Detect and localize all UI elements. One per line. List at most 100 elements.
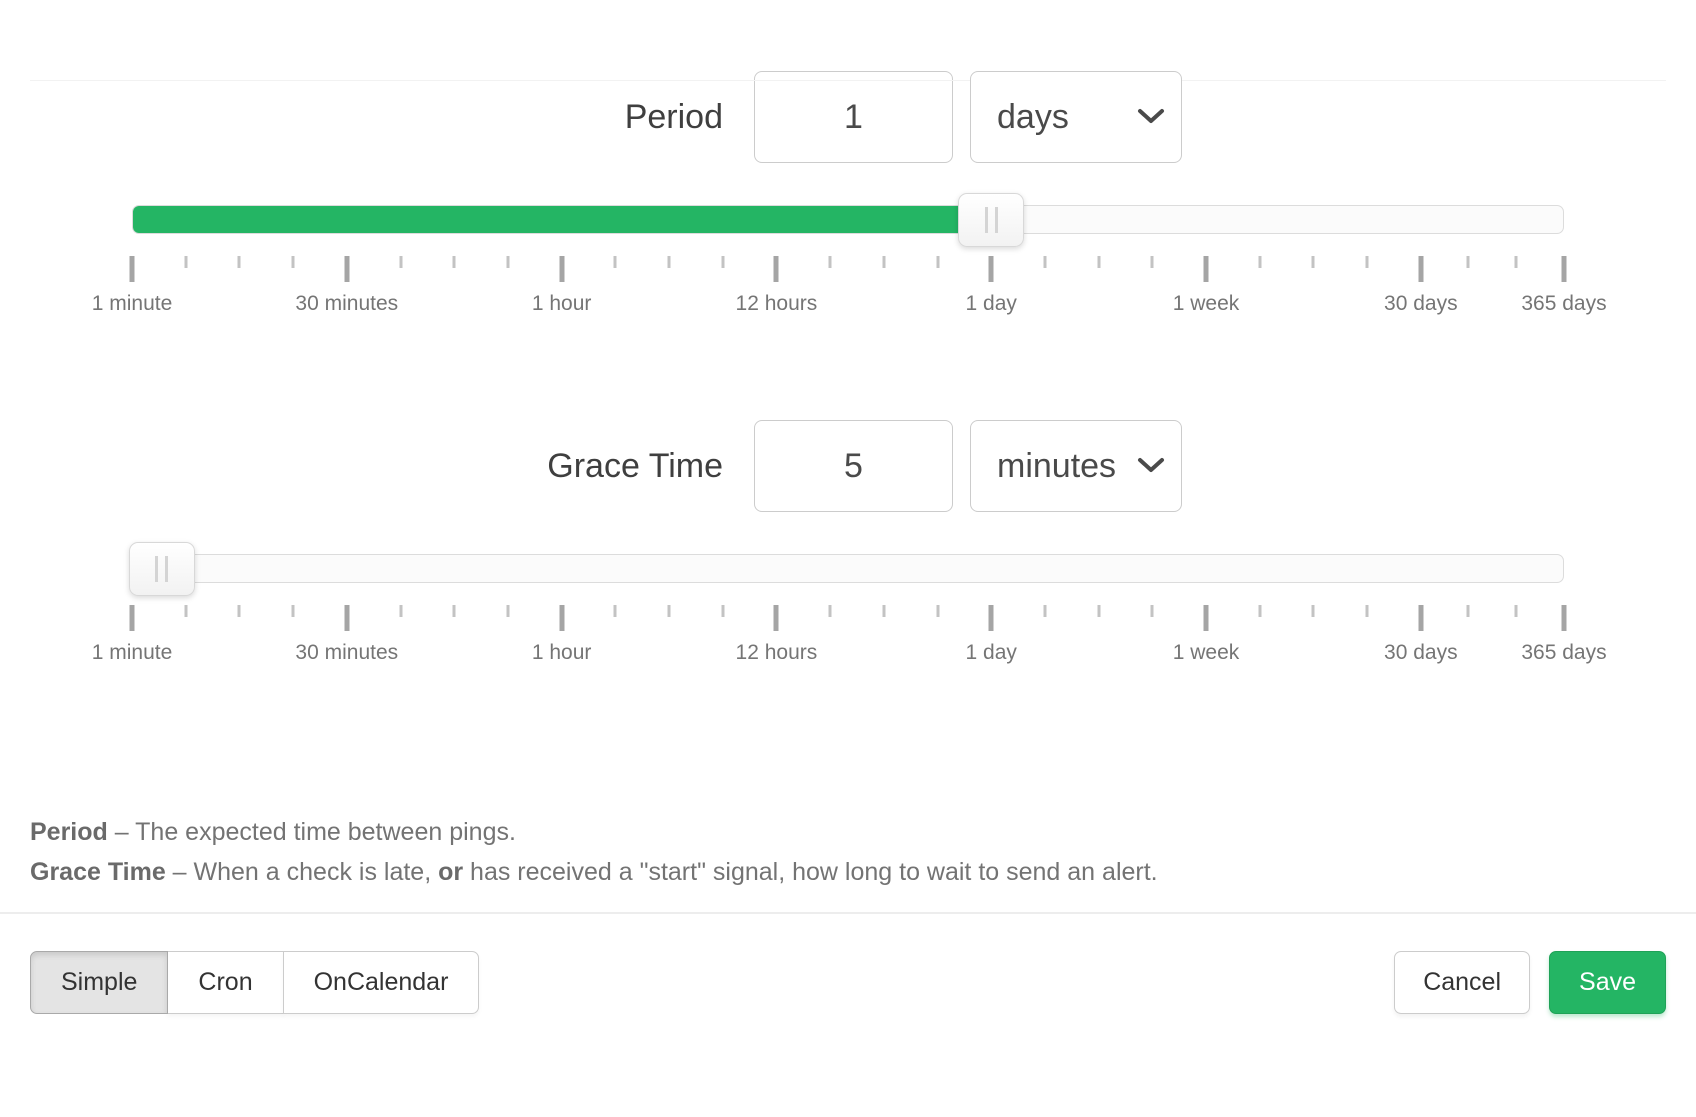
grace-time-scale: 1 minute 30 minutes 1 hour 12 hours 1 day 1 w… [92,605,1607,665]
minor-tick [1514,605,1518,617]
minor-tick [1043,256,1047,268]
help-description: – The expected time between pings. [107,818,516,846]
help-term: or [438,858,464,886]
tick-label: 1 minute [91,641,173,664]
tick-label: 1 minute [91,292,173,315]
tick-label: 30 minutes [295,292,399,315]
help-line: Grace Time – When a check is late, or ha… [30,852,1666,892]
tick-label: 1 day [965,641,1017,664]
grace-time-unit-select-wrap: minutes [970,420,1182,512]
slider-grip-icon [155,556,168,582]
major-tick [773,605,779,631]
grace-time-row: Grace Time minutes [30,420,1666,512]
minor-tick [506,605,510,617]
minor-tick [882,605,886,617]
major-tick [988,256,994,282]
tick-label: 1 week [1172,292,1240,315]
tick-label: 1 hour [531,641,592,664]
tick-label: 1 week [1172,641,1240,664]
minor-tick [613,605,617,617]
period-time-scale: 1 minute 30 minutes 1 hour 12 hours 1 day 1 w… [92,256,1607,316]
minor-tick [291,256,295,268]
help-term: Period [30,818,108,846]
period-slider-handle[interactable] [958,192,1024,247]
minor-tick [1466,605,1470,617]
period-unit-select[interactable]: days [970,71,1182,163]
tick-label: 12 hours [735,641,818,664]
major-tick [1203,605,1209,631]
minor-tick [452,605,456,617]
tick-label: 1 day [965,292,1017,315]
schedule-dialog: Period days 1 minute 30 minutes 1 hour 12 h… [0,71,1696,1117]
minor-tick [613,256,617,268]
grace-time-slider[interactable] [128,541,1564,596]
major-tick [559,605,565,631]
help-description: – When a check is late, [165,858,439,886]
major-tick [129,605,135,631]
minor-tick [1311,605,1315,617]
minor-tick [1311,256,1315,268]
grace-time-value-input[interactable] [754,420,953,512]
minor-tick [1043,605,1047,617]
minor-tick [936,256,939,268]
footer: Simple Cron OnCalendar Cancel Save [30,951,1666,1014]
minor-tick [237,605,241,617]
major-tick [773,256,779,282]
grace-time-unit-select[interactable]: minutes [970,420,1182,512]
tick-label: 12 hours [735,292,818,315]
help-description: has received a "start" signal, how long … [463,858,1158,886]
minor-tick [291,605,295,617]
help-term: Grace Time [30,858,166,886]
minor-tick [936,605,939,617]
tick-label: 1 hour [531,292,592,315]
major-tick [344,256,350,282]
grace-time-slider-handle[interactable] [128,541,195,596]
major-tick [344,605,350,631]
slider-grip-icon [985,207,998,233]
schedule-mode-cron[interactable]: Cron [167,951,284,1014]
footer-divider [0,912,1696,914]
minor-tick [1097,605,1101,617]
major-tick [988,605,994,631]
schedule-mode-simple[interactable]: Simple [30,951,169,1014]
period-row: Period days [30,71,1666,163]
minor-tick [237,256,241,268]
tick-label: 30 minutes [295,641,399,664]
minor-tick [828,605,832,617]
period-value-input[interactable] [754,71,953,163]
minor-tick [1514,256,1518,268]
major-tick [1203,256,1209,282]
tick-label: 30 days [1384,292,1458,315]
minor-tick [184,605,188,617]
tick-label: 30 days [1384,641,1458,664]
major-tick [1561,256,1567,282]
minor-tick [399,605,402,617]
minor-tick [828,256,832,268]
schedule-mode-oncalendar[interactable]: OnCalendar [282,951,480,1014]
minor-tick [1150,256,1154,268]
minor-tick [667,605,671,617]
minor-tick [184,256,188,268]
help-line: Period – The expected time between pings… [30,812,1666,852]
tick-label: 365 days [1521,641,1607,664]
minor-tick [1097,256,1101,268]
period-slider[interactable] [132,192,1564,247]
minor-tick [399,256,402,268]
minor-tick [1150,605,1154,617]
minor-tick [667,256,671,268]
minor-tick [1258,605,1262,617]
major-tick [129,256,135,282]
minor-tick [1365,605,1369,617]
period-label: Period [624,97,723,136]
minor-tick [1466,256,1470,268]
help-text: Period – The expected time between pings… [30,812,1666,892]
grace-time-label: Grace Time [547,446,723,485]
save-button[interactable]: Save [1549,951,1666,1014]
minor-tick [452,256,456,268]
major-tick [1418,256,1424,282]
minor-tick [882,256,886,268]
period-unit-select-wrap: days [970,71,1182,163]
minor-tick [1365,256,1369,268]
tick-label: 365 days [1521,292,1607,315]
cancel-button[interactable]: Cancel [1394,951,1531,1014]
